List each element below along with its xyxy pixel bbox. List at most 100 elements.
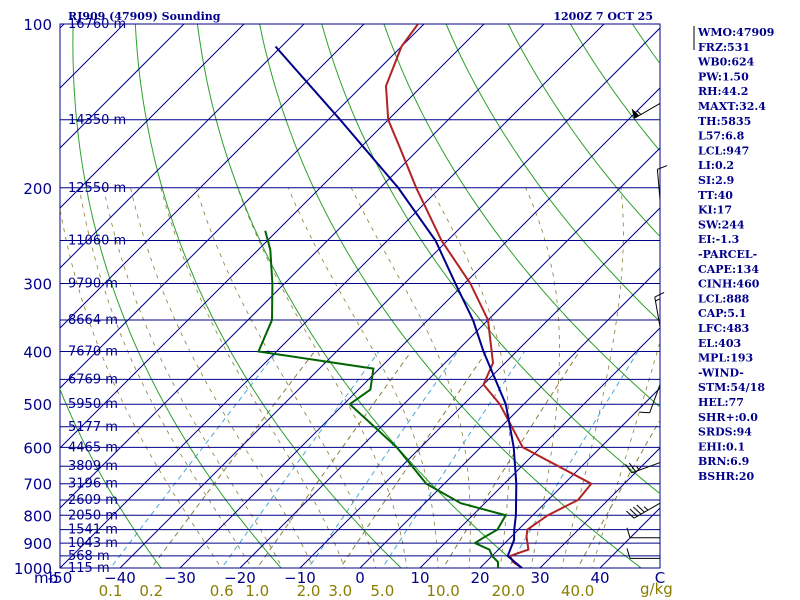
barb-full <box>626 510 635 519</box>
pressure-tick-label: 600 <box>23 439 52 457</box>
index-item: BRN:6.9 <box>698 455 749 468</box>
mixing-ratio-unit-label: g/kg <box>640 580 673 598</box>
height-label: 115 m <box>68 561 110 576</box>
mixing-ratio-tick-label: 2.0 <box>297 582 321 600</box>
dry-adiabat <box>60 388 162 568</box>
temperature-line <box>384 24 593 568</box>
isotherm <box>239 147 660 568</box>
moist-adiabat <box>60 206 222 568</box>
pressure-tick-label: 200 <box>23 180 52 198</box>
barb-full <box>636 504 645 513</box>
index-item: L57:6.8 <box>698 130 745 143</box>
height-label: 2609 m <box>68 493 118 508</box>
height-label: 3196 m <box>68 477 118 492</box>
temperature-tick-label: −40 <box>104 569 136 587</box>
index-item: MAXT:32.4 <box>698 100 766 113</box>
height-label: 1541 m <box>68 523 118 538</box>
pressure-tick-label: 100 <box>23 16 52 34</box>
barb-full <box>629 508 638 517</box>
height-label: 568 m <box>68 549 110 564</box>
height-label: 11060 m <box>68 233 126 248</box>
moist-adiabat <box>591 340 660 568</box>
mixing-ratio-line <box>339 351 488 568</box>
mixing-ratio-line <box>221 351 380 568</box>
moist-adiabat <box>287 187 439 568</box>
index-item: EI:-1.3 <box>698 233 739 246</box>
parcel-path-line <box>274 45 523 568</box>
moist-adiabat <box>160 187 345 568</box>
temperature-tick-label: −30 <box>164 569 196 587</box>
pressure-tick-label: 900 <box>23 535 52 553</box>
index-item: -PARCEL- <box>698 248 757 261</box>
index-item: SRDS:94 <box>698 426 752 439</box>
mixing-ratio-line <box>109 351 278 568</box>
barb-half <box>643 506 649 511</box>
isotherm <box>479 387 660 568</box>
height-label: 12550 m <box>68 181 126 196</box>
height-label: 16760 m <box>68 17 126 32</box>
isotherm <box>119 27 660 568</box>
mixing-ratio-line <box>307 351 459 568</box>
mixing-ratio-tick-label: 0.1 <box>99 582 123 600</box>
height-labels: 16760 m 14350 m 12550 m 11060 m 9790 m 8664 m… <box>68 17 126 576</box>
index-item: CAP:5.1 <box>698 307 746 320</box>
profile-series <box>257 24 593 568</box>
moist-adiabat <box>78 187 253 568</box>
isotherms <box>60 24 660 568</box>
height-label: 5177 m <box>68 420 118 435</box>
mixing-ratio-tick-label: 5.0 <box>370 582 394 600</box>
height-label: 14350 m <box>68 113 126 128</box>
index-item: MPL:193 <box>698 352 753 365</box>
index-item: BSHR:20 <box>698 470 754 483</box>
mixing-ratio-line <box>381 351 526 568</box>
index-item: WB0:624 <box>697 56 755 69</box>
barb-full <box>626 527 631 538</box>
wind-barb <box>631 103 661 119</box>
temperature-tick-label: C <box>655 569 665 587</box>
mixing-ratio-line <box>442 351 580 568</box>
index-item: LCL:888 <box>698 292 750 305</box>
barb-full <box>626 548 631 559</box>
isotherm <box>60 24 185 149</box>
dewpoint-line <box>257 230 508 568</box>
wind-barb <box>639 384 661 414</box>
temperature-tick-label: 20 <box>470 569 489 587</box>
index-item: WMO:47909 <box>697 26 774 39</box>
isotherm <box>60 24 605 568</box>
height-label: 2050 m <box>68 508 118 523</box>
index-item: EL:403 <box>698 337 741 350</box>
chart-title: RJ909 (47909) Sounding <box>68 10 221 23</box>
temperature-tick-label: -50 <box>48 569 73 587</box>
barb-full <box>639 411 650 414</box>
moist-adiabat <box>350 187 471 568</box>
wind-barb <box>626 548 660 559</box>
height-label: 6769 m <box>68 372 118 387</box>
temperature-tick-label: 40 <box>590 569 609 587</box>
mixing-ratio-tick-label: 0.2 <box>139 582 163 600</box>
barb-staff <box>649 384 661 413</box>
isotherm <box>299 207 660 568</box>
barb-full <box>625 464 633 474</box>
index-item: LI:0.2 <box>698 159 734 172</box>
moist-adiabats <box>60 187 660 568</box>
barb-full <box>628 462 636 472</box>
plot-frame <box>59 23 661 569</box>
mixing-ratio-tick-label: 40.0 <box>561 582 594 600</box>
wind-barb <box>626 527 660 539</box>
temperature-tick-label: −10 <box>284 569 316 587</box>
pressure-tick-label: 700 <box>23 476 52 494</box>
mixing-ratio-line <box>256 351 412 568</box>
wind-barb <box>625 462 661 474</box>
isotherm <box>419 327 660 568</box>
valid-time: 1200Z 7 OCT 25 <box>553 10 653 23</box>
mixing-ratio-tick-label: 0.6 <box>210 582 234 600</box>
moist-adiabat <box>237 187 408 568</box>
index-item: SW:244 <box>698 218 745 231</box>
height-label: 1043 m <box>68 536 118 551</box>
pressure-tick-label: 500 <box>23 396 52 414</box>
index-item: SI:2.9 <box>698 174 734 187</box>
temperature-tick-label: 30 <box>530 569 549 587</box>
mixing-ratio-tick-label: 10.0 <box>426 582 459 600</box>
temperature-tick-label: 0 <box>355 569 365 587</box>
